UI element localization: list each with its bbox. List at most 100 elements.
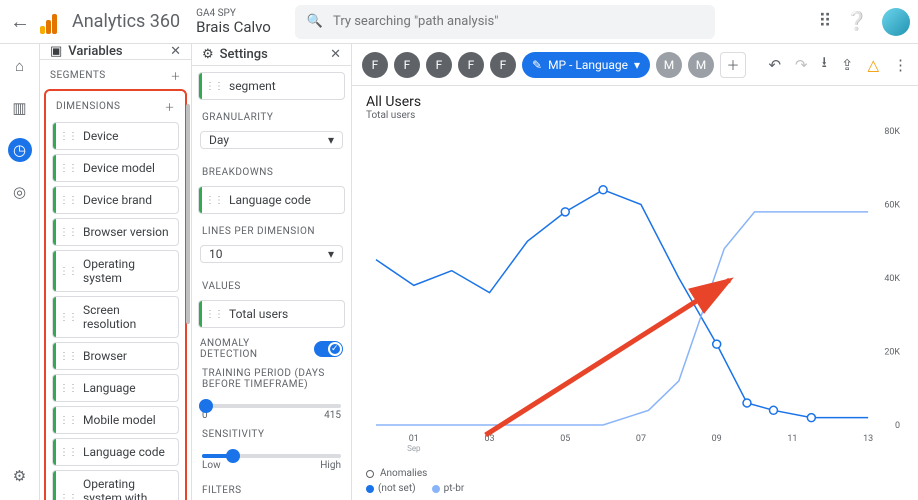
dimension-chip[interactable]: ⋮⋮Browser (52, 342, 179, 370)
dimensions-highlight: DIMENSIONS ＋ ⋮⋮ Device ⋮⋮ Device model ⋮⋮Dev… (44, 89, 187, 500)
lines-label: LINES PER DIMENSION (202, 226, 315, 237)
settings-title: Settings (220, 47, 268, 62)
search-box[interactable]: 🔍 (295, 5, 715, 39)
download-icon[interactable]: ⭳ (822, 52, 827, 77)
filters-label: FILTERS (202, 485, 242, 496)
rail-home-icon[interactable]: ⌂ (8, 54, 32, 78)
tab-button[interactable]: F (394, 52, 420, 78)
values-label: VALUES (202, 281, 241, 292)
tab-button[interactable]: F (362, 52, 388, 78)
svg-text:0: 0 (895, 421, 900, 431)
variables-title: Variables (68, 44, 122, 59)
svg-text:11: 11 (787, 434, 797, 444)
dimension-chip[interactable]: ⋮⋮Language code (52, 438, 179, 466)
sensitivity-slider[interactable] (202, 454, 341, 458)
help-icon[interactable]: ❔ (846, 11, 868, 32)
undo-icon[interactable]: ↶ (768, 56, 781, 74)
dimension-chip-label: Device (83, 129, 119, 143)
dimension-chip[interactable]: ⋮⋮Device brand (52, 186, 179, 214)
granularity-label: GRANULARITY (202, 112, 273, 123)
training-slider[interactable] (202, 404, 341, 408)
drag-icon: ⋮⋮ (59, 266, 77, 277)
svg-text:01: 01 (409, 434, 419, 444)
breakdown-chip-label: Language code (229, 193, 311, 207)
dimensions-label: DIMENSIONS (56, 101, 120, 112)
stack-icon: ▣ (50, 44, 62, 59)
scrollbar-thumb[interactable] (186, 104, 190, 324)
dimension-chip-label: Mobile model (83, 413, 156, 427)
drag-icon: ⋮⋮ (59, 195, 77, 206)
redo-icon[interactable]: ↷ (795, 56, 808, 74)
dimension-chip[interactable]: ⋮⋮ Device model (52, 154, 179, 182)
granularity-value: Day (209, 133, 229, 147)
dimension-chip[interactable]: ⋮⋮Screen resolution (52, 296, 179, 338)
rail-reports-icon[interactable]: ▥ (8, 96, 32, 120)
share-icon[interactable]: ⇪ (841, 56, 854, 74)
segment-chip[interactable]: ⋮⋮ segment (198, 72, 345, 100)
svg-text:13: 13 (863, 434, 873, 444)
rail-admin-gear-icon[interactable]: ⚙ (8, 464, 32, 488)
anomaly-label: ANOMALY DETECTION (200, 338, 308, 360)
values-chip-label: Total users (229, 307, 288, 321)
tab-button[interactable]: M (688, 52, 714, 78)
apps-icon[interactable]: ⠿ (818, 11, 831, 32)
dimension-chip-label: Operating system (83, 257, 172, 285)
dimension-chip[interactable]: ⋮⋮ Language (52, 374, 179, 402)
svg-text:05: 05 (560, 434, 570, 444)
drag-icon: ⋮⋮ (59, 493, 77, 500)
tab-button[interactable]: M (656, 52, 682, 78)
lines-select[interactable]: 10 ▾ (200, 245, 343, 263)
close-icon[interactable]: ✕ (330, 47, 341, 62)
tab-button[interactable]: F (458, 52, 484, 78)
anomaly-toggle[interactable] (314, 341, 343, 357)
segment-chip-label: segment (229, 79, 276, 93)
drag-icon: ⋮⋮ (59, 131, 77, 142)
workspace-switcher[interactable]: GA4 SPY Brais Calvo (196, 8, 271, 36)
active-tab-pill[interactable]: ✎ MP - Language ▾ (522, 52, 650, 78)
search-input[interactable] (333, 14, 703, 29)
ga-logo (40, 10, 64, 34)
chevron-down-icon: ▾ (328, 133, 334, 147)
tab-button[interactable]: F (490, 52, 516, 78)
drag-icon: ⋮⋮ (59, 415, 77, 426)
legend-dot-icon (432, 485, 440, 493)
dimension-chip-label: Language code (83, 445, 165, 459)
dimension-chip-label: Language (83, 381, 136, 395)
legend-dot-icon (366, 485, 374, 493)
chevron-down-icon: ▾ (634, 58, 640, 72)
add-tab-button[interactable]: ＋ (720, 52, 746, 78)
dimension-chip-label: Device model (83, 161, 155, 175)
dimension-chip[interactable]: ⋮⋮ Operating system (52, 250, 179, 292)
legend-series-label: (not set) (378, 483, 416, 494)
active-tab-label: MP - Language (548, 58, 628, 72)
dimension-chip-label: Screen resolution (83, 303, 172, 331)
svg-text:40K: 40K (884, 274, 900, 284)
add-dimension-icon[interactable]: ＋ (165, 99, 176, 114)
drag-icon: ⋮⋮ (59, 383, 77, 394)
granularity-select[interactable]: Day ▾ (200, 131, 343, 149)
more-icon[interactable]: ⋮ (893, 56, 908, 74)
values-chip[interactable]: ⋮⋮ Total users (198, 300, 345, 328)
chart-title: All Users (366, 94, 904, 110)
close-icon[interactable]: ✕ (170, 44, 181, 59)
avatar[interactable] (882, 8, 910, 36)
add-segment-icon[interactable]: ＋ (171, 68, 182, 83)
pencil-icon: ✎ (532, 58, 542, 72)
dimension-chip[interactable]: ⋮⋮Browser version (52, 218, 179, 246)
rail-explore-icon[interactable]: ◷ (8, 138, 32, 162)
training-label: TRAINING PERIOD (DAYS BEFORE TIMEFRAME) (202, 368, 341, 390)
drag-icon: ⋮⋮ (59, 163, 77, 174)
dimension-chip[interactable]: ⋮⋮Operating system with version (52, 470, 179, 500)
workspace-main: Brais Calvo (196, 19, 271, 36)
drag-icon: ⋮⋮ (59, 227, 77, 238)
breakdown-chip[interactable]: ⋮⋮ Language code (198, 186, 345, 214)
tab-button[interactable]: F (426, 52, 452, 78)
svg-text:60K: 60K (884, 200, 900, 210)
sensitivity-max: High (320, 460, 341, 471)
back-arrow-icon[interactable]: ← (8, 9, 32, 34)
insights-icon[interactable]: △ (867, 56, 879, 74)
rail-advertising-icon[interactable]: ◎ (8, 180, 32, 204)
line-chart: 80K60K40K20K001030507091113Sep (366, 125, 904, 455)
dimension-chip[interactable]: ⋮⋮ Mobile model (52, 406, 179, 434)
dimension-chip[interactable]: ⋮⋮ Device (52, 122, 179, 150)
